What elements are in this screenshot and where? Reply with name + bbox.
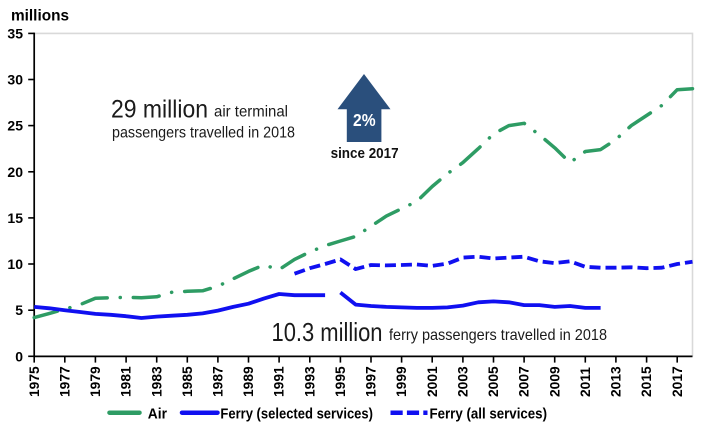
- svg-text:35: 35: [7, 25, 23, 41]
- svg-text:since 2017: since 2017: [331, 145, 399, 162]
- svg-text:2005: 2005: [486, 366, 501, 397]
- svg-text:Air: Air: [148, 405, 167, 422]
- svg-text:1995: 1995: [333, 366, 348, 397]
- svg-text:10.3 million: 10.3 million: [272, 317, 383, 347]
- svg-text:1999: 1999: [394, 366, 409, 397]
- svg-text:2013: 2013: [609, 366, 624, 397]
- svg-text:25: 25: [7, 118, 23, 134]
- svg-text:30: 30: [7, 72, 23, 88]
- svg-text:15: 15: [7, 210, 23, 226]
- svg-text:2009: 2009: [547, 366, 562, 397]
- svg-text:1991: 1991: [272, 366, 287, 397]
- svg-text:2017: 2017: [670, 366, 685, 397]
- svg-text:10: 10: [7, 256, 23, 272]
- svg-text:5: 5: [15, 302, 23, 318]
- svg-text:0: 0: [15, 348, 23, 364]
- svg-text:1997: 1997: [364, 366, 379, 397]
- svg-text:2003: 2003: [456, 366, 471, 397]
- svg-text:1989: 1989: [241, 366, 256, 397]
- svg-text:29 million: 29 million: [111, 96, 208, 124]
- svg-text:2015: 2015: [639, 366, 654, 397]
- svg-text:2007: 2007: [517, 366, 532, 397]
- svg-text:passengers travelled in 2018: passengers travelled in 2018: [112, 125, 295, 142]
- svg-text:millions: millions: [11, 8, 69, 25]
- svg-text:1981: 1981: [119, 366, 134, 397]
- svg-text:1977: 1977: [57, 366, 72, 397]
- svg-text:1975: 1975: [27, 366, 42, 397]
- svg-text:air terminal: air terminal: [214, 104, 288, 121]
- svg-text:1983: 1983: [149, 366, 164, 397]
- svg-text:20: 20: [7, 164, 23, 180]
- svg-text:1993: 1993: [302, 366, 317, 397]
- svg-text:Ferry (selected services): Ferry (selected services): [220, 405, 373, 422]
- svg-text:1979: 1979: [88, 366, 103, 397]
- svg-text:1987: 1987: [211, 366, 226, 397]
- svg-text:ferry passengers travelled in: ferry passengers travelled in 2018: [389, 327, 607, 344]
- svg-text:2001: 2001: [425, 366, 440, 397]
- svg-text:2%: 2%: [353, 110, 376, 130]
- svg-text:Ferry (all services): Ferry (all services): [430, 405, 548, 422]
- svg-text:2011: 2011: [578, 367, 593, 397]
- svg-text:1985: 1985: [180, 366, 195, 397]
